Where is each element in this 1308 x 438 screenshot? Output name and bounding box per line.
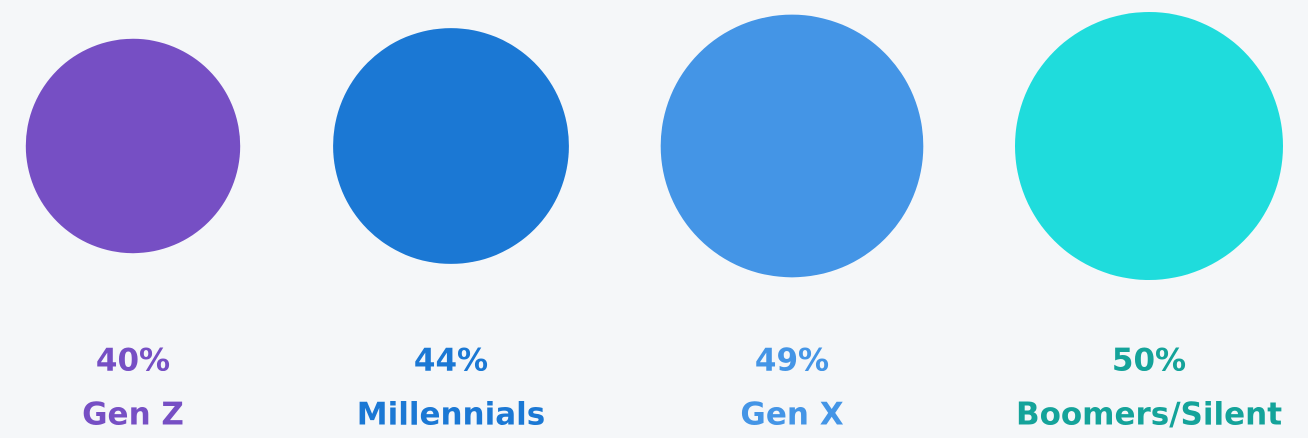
category-label: Millennials	[357, 397, 546, 433]
value-label: 40%	[96, 343, 170, 379]
bubble	[25, 38, 241, 254]
category-label: Boomers/Silent	[1016, 397, 1282, 433]
value-label: 44%	[414, 343, 488, 379]
category-label: Gen X	[740, 397, 843, 433]
category-label: Gen Z	[82, 397, 184, 433]
value-label: 50%	[1112, 343, 1186, 379]
bubble	[333, 28, 569, 264]
value-label: 49%	[755, 343, 829, 379]
bubble	[1015, 12, 1283, 280]
bubble	[660, 14, 924, 278]
